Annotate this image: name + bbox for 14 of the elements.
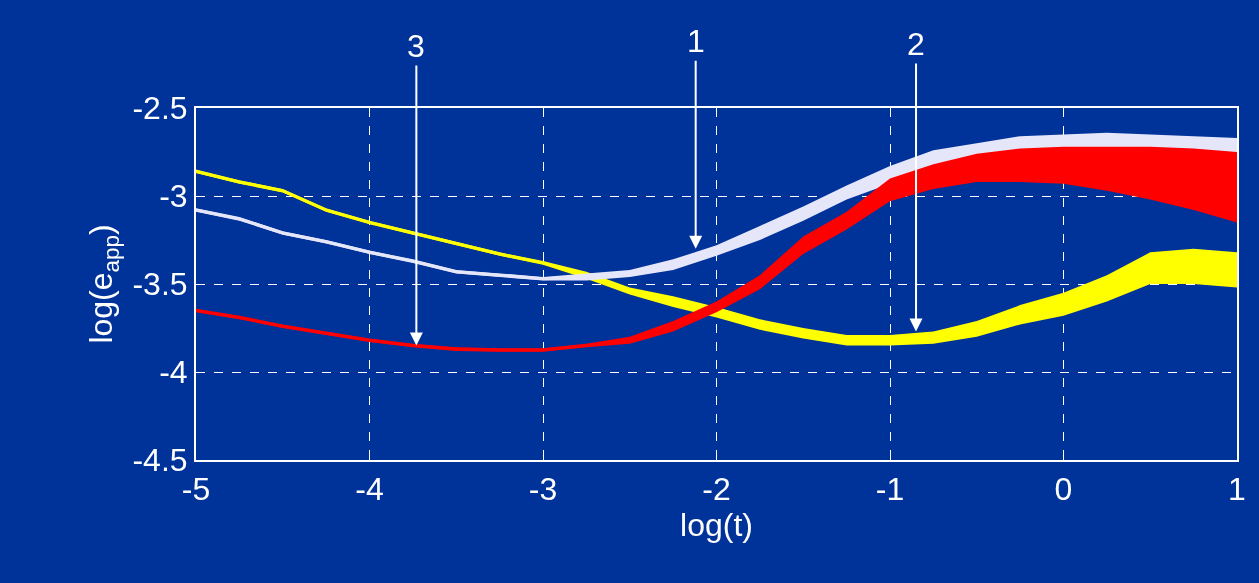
x-tick-label: 0	[1054, 471, 1073, 508]
x-tick-label: -1	[875, 471, 905, 508]
x-tick-label: -4	[355, 471, 384, 508]
y-tick-label: -3	[159, 178, 188, 215]
annotation: 3	[407, 28, 425, 64]
y-tick-label: -4	[159, 354, 188, 391]
annotation: 1	[687, 23, 705, 59]
annotation: 2	[907, 26, 925, 62]
y-tick-label: -3.5	[132, 266, 188, 303]
y-tick-label: -2.5	[132, 90, 188, 127]
x-axis-title: log(t)	[680, 507, 753, 544]
x-tick-label: 1	[1228, 471, 1246, 508]
x-tick-label: -3	[528, 471, 558, 508]
x-tick-label: -2	[702, 471, 731, 508]
